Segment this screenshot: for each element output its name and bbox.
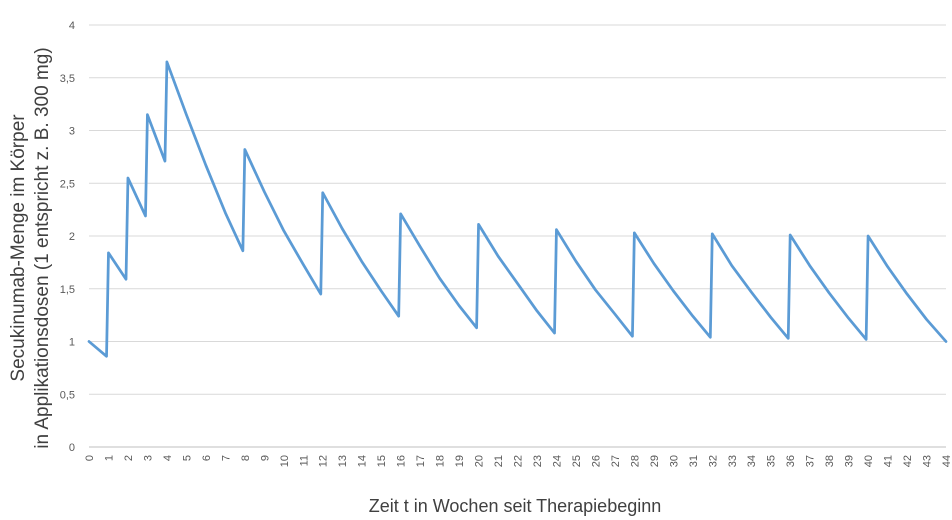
y-tick-label: 3 bbox=[69, 126, 75, 138]
x-tick-label: 1 bbox=[103, 455, 115, 461]
x-tick-label: 7 bbox=[220, 455, 232, 461]
x-tick-label: 10 bbox=[279, 455, 291, 467]
x-tick-label: 41 bbox=[883, 455, 895, 467]
x-tick-label: 37 bbox=[805, 455, 817, 467]
x-tick-label: 26 bbox=[590, 455, 602, 467]
x-tick-labels: 0 1 2 3 4 5 6 7 8 9 10 11 12 13 14 15 16 17 18 19 20 21 22 23 24… bbox=[84, 455, 952, 467]
x-tick-label: 6 bbox=[201, 455, 213, 461]
x-tick-label: 2 bbox=[123, 455, 135, 461]
x-tick-label: 28 bbox=[629, 455, 641, 467]
x-tick-label: 14 bbox=[357, 455, 369, 467]
gridlines bbox=[89, 24, 946, 448]
y-tick-label: 3,5 bbox=[60, 73, 75, 85]
y-tick-label: 4 bbox=[69, 20, 75, 32]
x-tick-label: 33 bbox=[727, 455, 739, 467]
series-line bbox=[87, 60, 948, 358]
x-tick-label: 12 bbox=[318, 455, 330, 467]
y-axis-title-line-2: in Applikationsdosen (1 entspricht z. B.… bbox=[32, 47, 53, 448]
x-tick-label: 9 bbox=[259, 455, 271, 461]
x-tick-label: 16 bbox=[396, 455, 408, 467]
x-tick-label: 8 bbox=[240, 455, 252, 461]
x-tick-label: 29 bbox=[649, 455, 661, 467]
x-tick-label: 11 bbox=[298, 455, 310, 466]
x-tick-label: 40 bbox=[863, 455, 875, 467]
x-axis-title: Zeit t in Wochen seit Therapiebeginn bbox=[369, 496, 662, 516]
x-tick-label: 22 bbox=[513, 455, 525, 467]
x-tick-label: 39 bbox=[844, 455, 856, 467]
x-tick-label: 4 bbox=[162, 455, 174, 461]
y-tick-label: 1,5 bbox=[60, 284, 75, 296]
x-tick-label: 36 bbox=[785, 455, 797, 467]
x-tick-label: 35 bbox=[766, 455, 778, 467]
x-tick-label: 3 bbox=[142, 455, 154, 461]
x-tick-label: 43 bbox=[922, 455, 934, 467]
x-tick-label: 38 bbox=[824, 455, 836, 467]
x-tick-label: 19 bbox=[454, 455, 466, 467]
x-tick-label: 24 bbox=[551, 455, 563, 467]
x-tick-label: 25 bbox=[571, 455, 583, 467]
y-tick-label: 2,5 bbox=[60, 178, 75, 190]
x-tick-label: 0 bbox=[84, 455, 96, 461]
x-tick-label: 32 bbox=[707, 455, 719, 467]
x-tick-label: 30 bbox=[668, 455, 680, 467]
x-tick-label: 20 bbox=[474, 455, 486, 467]
y-axis-title: Secukinumab-Menge im Körper in Applikati… bbox=[8, 47, 53, 448]
y-axis-title-line-1: Secukinumab-Menge im Körper bbox=[8, 114, 29, 382]
x-tick-label: 23 bbox=[532, 455, 544, 467]
y-tick-labels: 0 0,5 1 1,5 2 2,5 3 3,5 4 bbox=[60, 20, 75, 454]
x-tick-label: 34 bbox=[746, 455, 758, 467]
x-tick-label: 27 bbox=[610, 455, 622, 467]
y-tick-label: 2 bbox=[69, 231, 75, 243]
y-tick-label: 1 bbox=[69, 337, 75, 349]
x-tick-label: 18 bbox=[435, 455, 447, 467]
x-tick-label: 13 bbox=[337, 455, 349, 467]
series-layer bbox=[87, 60, 948, 358]
x-tick-label: 5 bbox=[181, 455, 193, 461]
x-tick-label: 17 bbox=[415, 455, 427, 467]
x-tick-label: 15 bbox=[376, 455, 388, 467]
x-tick-label: 21 bbox=[493, 455, 505, 467]
y-tick-label: 0,5 bbox=[60, 389, 75, 401]
x-tick-label: 31 bbox=[688, 455, 700, 467]
x-tick-label: 44 bbox=[941, 455, 952, 467]
y-tick-label: 0 bbox=[69, 442, 75, 454]
x-tick-label: 42 bbox=[902, 455, 914, 467]
